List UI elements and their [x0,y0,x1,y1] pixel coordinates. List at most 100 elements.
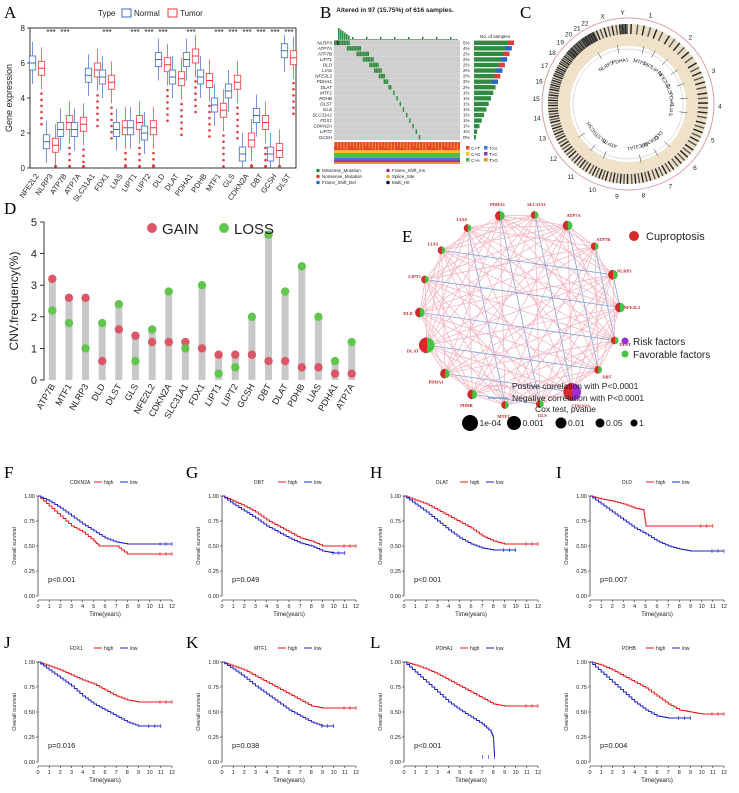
ideogram-band [559,60,570,68]
x-tick-label: 9 [689,604,692,610]
survival-curve-high [38,661,172,703]
x-axis-label: Time(years) [89,778,121,784]
survival-curve-high [404,661,538,707]
ideogram-band [620,24,623,35]
ideogram-band [581,161,589,171]
survival-curve-low [404,661,495,757]
variant-legend-swatch [386,168,390,173]
mutation-mark [406,112,408,118]
loss-point [231,363,240,372]
titv-noise [390,142,392,150]
significance-mark: *** [284,28,293,37]
ideogram-band [611,25,615,36]
mutation-mark [364,51,366,57]
outlier-point [222,140,225,144]
gain-point [247,350,257,359]
loss-point [114,299,124,309]
mutation-mark [375,68,377,73]
side-bar [474,101,489,107]
y-tick-label: 0.50 [24,710,35,716]
x-tick-label: 9 [503,770,506,776]
titv-noise [349,142,351,147]
percent-label: 2% [463,79,470,84]
gene-label: PDHB [667,92,674,107]
x-tick-label: 0 [402,604,405,610]
ideogram-band [637,173,641,184]
top-bar [394,37,396,40]
panel-letter-C: C [520,3,531,22]
survival-curve-low [590,495,724,552]
survival-curve-high [590,495,713,527]
side-bar-segment [496,68,503,73]
panel-k-survival: 0.000.250.500.751.000 1 2 3 4 5 6 7 8 9 10 11 12Time… [196,646,359,784]
titv-legend-swatch [466,146,470,150]
positive-edge [424,279,541,405]
cox-size-label: 0.05 [606,418,623,428]
outlier-point [68,146,71,150]
negative-edge [534,214,573,392]
ideogram-band [689,66,700,73]
x-tick-label: 8 [492,770,495,776]
titv-legend-swatch [484,152,488,156]
ideogram-band [607,26,612,37]
top-bar [410,39,412,40]
ideogram-band [687,139,697,147]
gene-label: GCSH [319,135,333,140]
positive-edge [534,215,541,405]
x-tick-label: 3 [436,770,439,776]
positive-edge [441,214,535,251]
x-tick-label: 1 [600,604,603,610]
outlier-point [110,130,113,134]
mutation-mark [362,57,365,62]
gene-label: DLST [320,101,333,106]
category-label: DLST [103,382,123,407]
top-bar [436,37,438,40]
panel-e-network: LIASPDHA1SLC31A1ATP7AATP7BNLRP3NFE2L2DLS… [403,202,710,431]
outlier-point [138,158,141,162]
survival-curve-low [222,661,334,727]
titv-legend-swatch [484,146,488,150]
chromosome-label: 6 [693,165,697,172]
outlier-point [222,164,225,168]
ideogram-band [640,172,644,183]
loss-point [147,325,157,334]
gene-label: DLD [323,63,333,68]
top-bar [366,37,368,40]
gene-label: FDX1 [320,118,332,123]
ideogram-band [598,168,603,179]
outlier-point [264,164,267,168]
top-bar [380,37,382,40]
ideogram-band [604,170,609,181]
x-tick-label: 3 [622,770,625,776]
legend-swatch-tumor [167,8,178,18]
percent-label: 1% [463,101,470,106]
x-tick-label: 3 [436,604,439,610]
mutation-mark [374,62,376,68]
gain-point [314,363,323,372]
mutation-mark [356,46,358,51]
ideogram-band [561,58,571,66]
top-bar [402,39,404,40]
gain-point [181,337,190,347]
category-label: DLST [274,172,293,193]
titv-band [334,150,460,153]
node-cuproptosis-half [563,382,573,401]
top-bar [440,39,442,40]
outlier-point [292,87,295,91]
top-bar [390,39,392,40]
x-tick-label: 11 [524,604,530,610]
ideogram-band [558,137,568,145]
titv-noise [409,142,411,151]
ideogram-band [580,38,588,48]
panel-letter-F: F [4,463,13,482]
survival-curve-low [404,495,516,551]
positive-edge [472,369,599,395]
y-tick-label: 0 [21,164,26,173]
gain-point [164,337,173,347]
ideogram-band [571,153,580,162]
ideogram-band [635,24,639,35]
node-cuproptosis-half [463,224,468,233]
ideogram-band [573,44,582,53]
survival-curve-high [404,495,538,545]
y-tick-label: 0.00 [576,760,587,766]
